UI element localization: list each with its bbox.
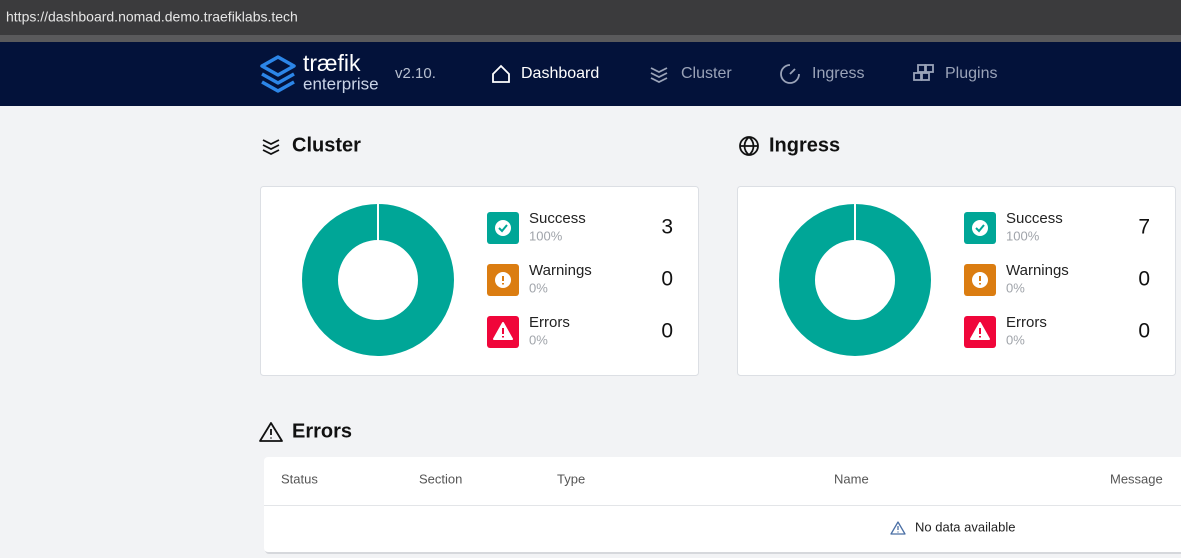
column-header[interactable]: Section xyxy=(419,471,462,486)
check xyxy=(975,224,985,233)
column-header[interactable]: Status xyxy=(281,471,318,486)
check-circle xyxy=(972,220,988,236)
panel-title: Cluster xyxy=(292,134,361,156)
brand[interactable]: træfik xyxy=(303,50,361,76)
plugin-icon xyxy=(925,64,934,73)
status-percent: 0% xyxy=(529,280,548,295)
column-header[interactable]: Name xyxy=(834,471,869,486)
layers-icon xyxy=(650,77,668,84)
layers-icon xyxy=(262,144,280,151)
status-percent: 0% xyxy=(1006,332,1025,347)
nav-item[interactable]: Plugins xyxy=(945,65,997,82)
status-percent: 0% xyxy=(1006,280,1025,295)
navbar xyxy=(0,42,1181,106)
status-count: 3 xyxy=(661,216,673,239)
column-header[interactable]: Message xyxy=(1110,471,1163,486)
version: v2.10. xyxy=(395,65,436,82)
status-count: 0 xyxy=(1138,268,1150,291)
brand-sub: enterprise xyxy=(303,74,379,93)
panel-title-icon xyxy=(262,139,280,156)
nav-item[interactable]: Dashboard xyxy=(521,65,599,82)
check-circle xyxy=(495,220,511,236)
status-label: Success xyxy=(1006,210,1063,227)
status-label: Errors xyxy=(1006,314,1047,331)
layers-icon xyxy=(650,72,668,79)
url[interactable]: https://dashboard.nomad.demo.traefiklabs… xyxy=(6,9,298,25)
status-percent: 0% xyxy=(529,332,548,347)
errors-title: Errors xyxy=(292,420,352,442)
plugin-icon xyxy=(917,64,926,73)
panel-title: Ingress xyxy=(769,134,840,156)
plugin-icon xyxy=(921,72,930,81)
globe-lines xyxy=(740,136,758,156)
plugin-icon xyxy=(913,72,922,81)
logo-icon xyxy=(260,55,296,93)
status-percent: 100% xyxy=(529,228,563,243)
status-count: 0 xyxy=(1138,320,1150,343)
status-label: Warnings xyxy=(1006,262,1069,279)
home-icon xyxy=(492,64,510,83)
nav-item[interactable]: Ingress xyxy=(812,65,864,82)
status-percent: 100% xyxy=(1006,228,1040,243)
table-card xyxy=(264,457,1181,552)
gauge-icon xyxy=(780,64,800,84)
address-bar xyxy=(0,0,1181,35)
nav-item[interactable]: Cluster xyxy=(681,65,732,82)
status-label: Warnings xyxy=(529,262,592,279)
status-count: 7 xyxy=(1138,216,1150,239)
empty-icon xyxy=(890,521,906,535)
layers-icon xyxy=(262,139,280,146)
nav-icon xyxy=(650,67,668,84)
status-label: Errors xyxy=(529,314,570,331)
layers-icon xyxy=(262,149,280,156)
empty-message: No data available xyxy=(915,519,1015,534)
column-header[interactable]: Type xyxy=(557,471,585,486)
nav-icon xyxy=(492,64,510,83)
status-label: Success xyxy=(529,210,586,227)
status-count: 0 xyxy=(661,320,673,343)
nav-icon xyxy=(780,64,800,84)
panel-title-icon xyxy=(739,136,759,156)
check xyxy=(498,224,508,233)
errors-icon xyxy=(259,422,283,442)
status-count: 0 xyxy=(661,268,673,291)
nav-icon xyxy=(913,64,934,81)
toolbar-edge xyxy=(0,35,1181,42)
layers-icon xyxy=(650,67,668,74)
